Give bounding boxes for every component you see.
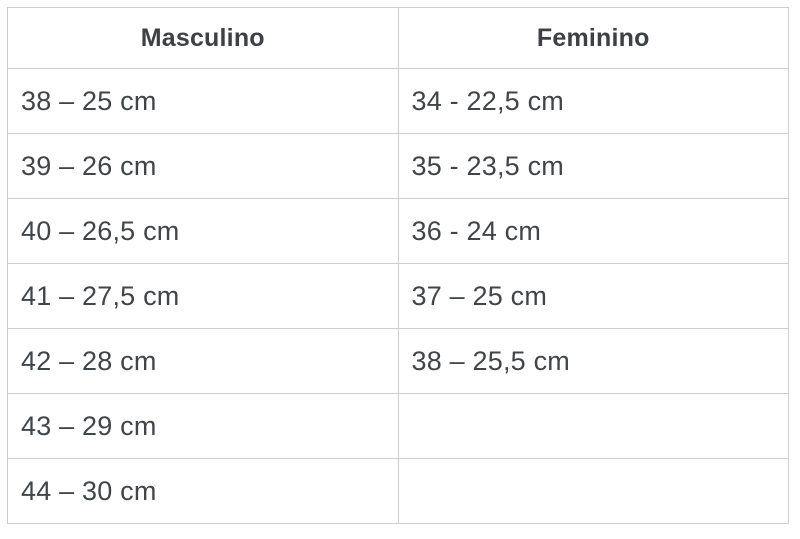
table-row: 38 – 25 cm 34 - 22,5 cm [7,68,789,134]
size-cell-masculino: 38 – 25 cm [7,68,399,134]
table-row: 39 – 26 cm 35 - 23,5 cm [7,133,789,199]
table-row: 42 – 28 cm 38 – 25,5 cm [7,328,789,394]
table-row: 40 – 26,5 cm 36 - 24 cm [7,198,789,264]
size-cell-masculino: 41 – 27,5 cm [7,263,399,329]
size-cell-masculino: 44 – 30 cm [7,458,399,524]
size-cell-masculino: 39 – 26 cm [7,133,399,199]
column-header-feminino: Feminino [397,7,789,69]
size-cell-feminino: 35 - 23,5 cm [397,133,789,199]
shoe-size-table: Masculino Feminino 38 – 25 cm 34 - 22,5 … [7,7,789,524]
table-row: 44 – 30 cm [7,458,789,524]
size-cell-feminino: 34 - 22,5 cm [397,68,789,134]
table-row: 41 – 27,5 cm 37 – 25 cm [7,263,789,329]
size-cell-masculino: 40 – 26,5 cm [7,198,399,264]
column-header-masculino: Masculino [7,7,399,69]
size-cell-feminino: 37 – 25 cm [397,263,789,329]
size-cell-feminino [397,393,789,459]
table-row: 43 – 29 cm [7,393,789,459]
size-cell-masculino: 43 – 29 cm [7,393,399,459]
size-cell-feminino: 36 - 24 cm [397,198,789,264]
header-row: Masculino Feminino [7,7,789,69]
size-cell-feminino [397,458,789,524]
size-cell-feminino: 38 – 25,5 cm [397,328,789,394]
size-cell-masculino: 42 – 28 cm [7,328,399,394]
table-header: Masculino Feminino [7,7,789,69]
table-body: 38 – 25 cm 34 - 22,5 cm 39 – 26 cm 35 - … [7,68,789,524]
